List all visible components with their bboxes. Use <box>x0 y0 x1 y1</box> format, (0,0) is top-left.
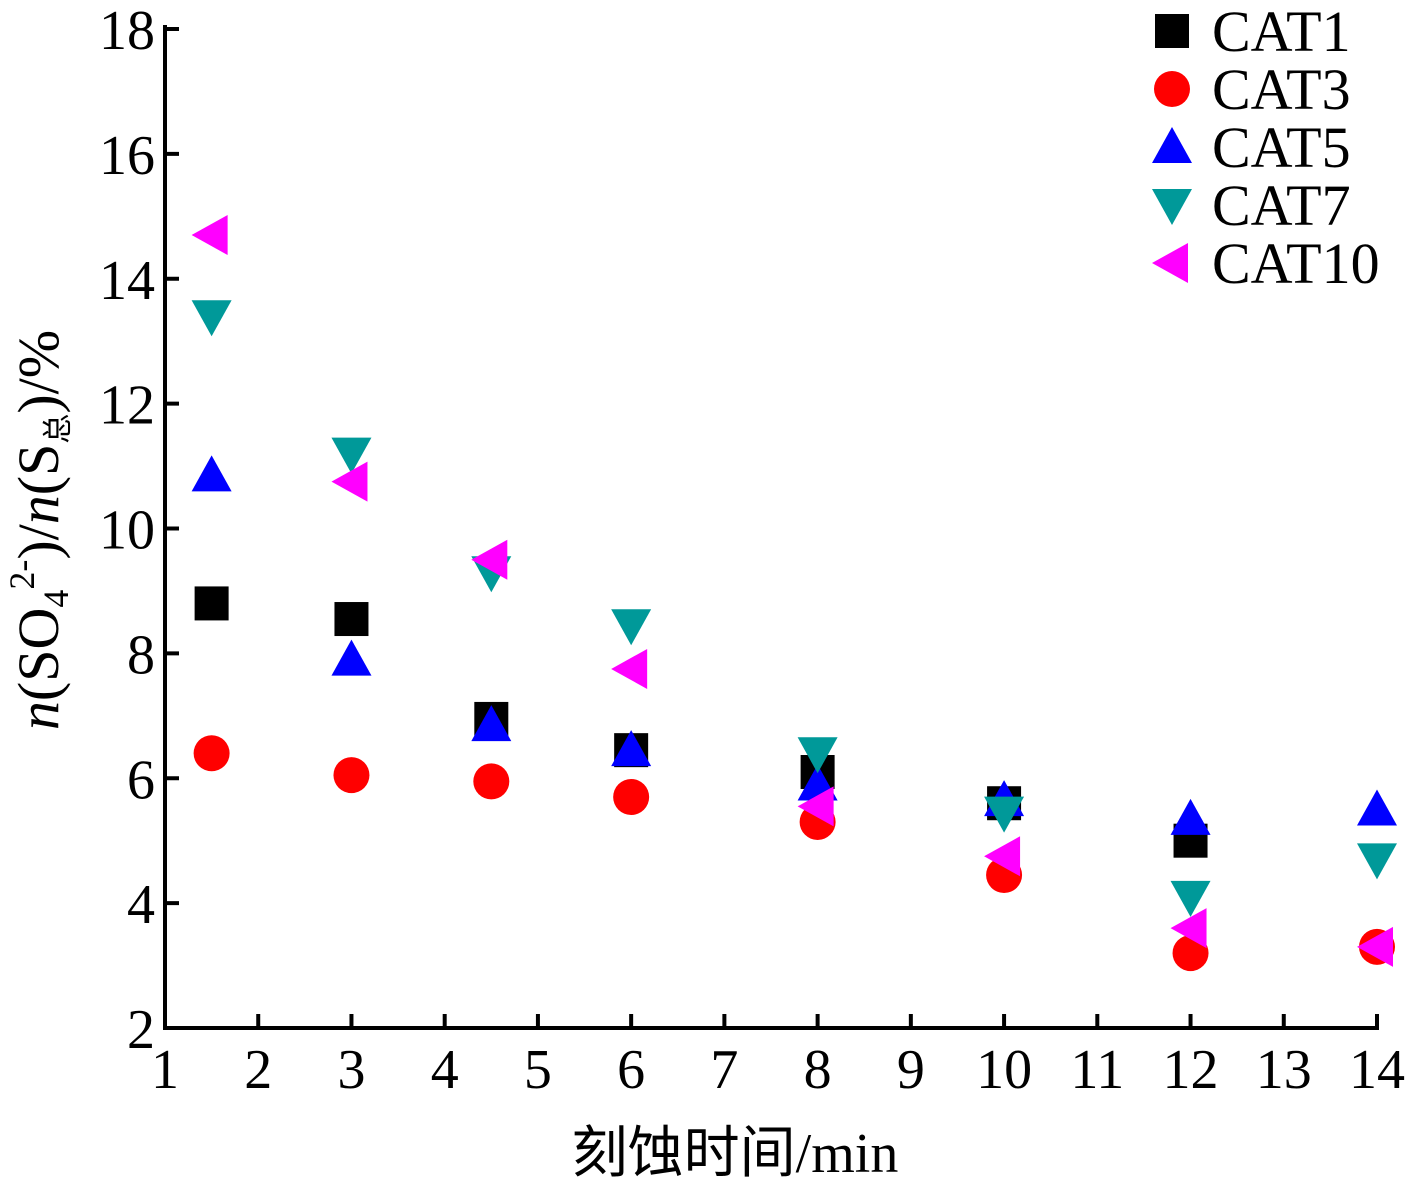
legend-marker-cat5 <box>1152 127 1192 163</box>
data-point-cat3 <box>193 735 230 772</box>
data-point-cat10 <box>611 648 648 689</box>
x-tick-label: 14 <box>1349 1039 1405 1101</box>
x-tick-label: 9 <box>897 1039 925 1101</box>
data-point-cat10 <box>1357 926 1393 967</box>
data-point-cat3 <box>613 778 650 815</box>
data-point-cat5 <box>1170 798 1211 835</box>
legend-label-cat5: CAT5 <box>1212 115 1351 180</box>
y-tick-label: 8 <box>127 624 155 686</box>
series-cat7 <box>191 300 1397 917</box>
y-tick-label: 14 <box>99 250 155 312</box>
data-point-cat10 <box>797 786 834 827</box>
y-tick-label: 18 <box>99 0 155 62</box>
y-tick-label: 4 <box>127 874 155 936</box>
series-cat5 <box>191 455 1397 835</box>
data-point-cat10 <box>984 836 1021 877</box>
data-point-cat5 <box>331 639 372 676</box>
x-tick-label: 12 <box>1163 1039 1219 1101</box>
data-point-cat7 <box>331 437 372 474</box>
data-point-cat3 <box>473 763 510 800</box>
series-cat3 <box>193 735 1395 972</box>
x-tick-label: 11 <box>1070 1039 1124 1101</box>
data-point-cat7 <box>191 300 232 337</box>
legend-marker-cat10 <box>1152 243 1188 283</box>
y-label-s: (S <box>6 444 71 496</box>
series-cat10 <box>191 215 1393 967</box>
data-point-cat7 <box>1357 843 1397 880</box>
x-tick-label: 5 <box>524 1039 552 1101</box>
y-label-n1: n <box>6 701 71 730</box>
y-label-so4: (SO <box>6 608 71 701</box>
y-label-close-pct: )/% <box>6 330 71 414</box>
x-tick-label: 3 <box>337 1039 365 1101</box>
y-tick-label: 12 <box>99 375 155 437</box>
data-point-cat7 <box>797 737 838 774</box>
legend-marker-cat3 <box>1154 71 1190 107</box>
data-point-cat10 <box>331 461 368 502</box>
data-point-cat5 <box>1357 789 1397 826</box>
y-label-sub-zong: 总 <box>42 414 75 444</box>
data-point-cat7 <box>984 796 1025 833</box>
x-tick-label: 7 <box>710 1039 738 1101</box>
data-point-cat1 <box>194 586 229 621</box>
y-label-sub4: 4 <box>36 590 76 608</box>
data-point-cat1 <box>334 602 369 637</box>
data-point-cat5 <box>191 455 232 492</box>
y-axis-label: n(SO42-)/n(S总)/% <box>2 330 76 730</box>
y-tick-label: 2 <box>127 999 155 1061</box>
x-tick-label: 10 <box>976 1039 1032 1101</box>
legend-marker-cat7 <box>1152 189 1192 225</box>
y-tick-label: 16 <box>99 125 155 187</box>
data-point-cat3 <box>333 757 370 794</box>
legend-marker-cat1 <box>1155 14 1189 48</box>
data-point-cat10 <box>471 539 508 580</box>
data-point-cat10 <box>191 215 228 256</box>
x-tick-label: 2 <box>244 1039 272 1101</box>
y-label-sup2: 2- <box>2 560 42 590</box>
x-tick-label: 1 <box>151 1039 179 1101</box>
y-tick-label: 6 <box>127 749 155 811</box>
x-tick-label: 8 <box>804 1039 832 1101</box>
legend-label-cat7: CAT7 <box>1212 173 1351 238</box>
data-point-cat10 <box>1170 908 1207 949</box>
x-tick-label: 13 <box>1256 1039 1312 1101</box>
legend-label-cat10: CAT10 <box>1212 231 1380 296</box>
data-point-cat7 <box>611 609 652 646</box>
legend-label-cat3: CAT3 <box>1212 57 1351 122</box>
y-label-n2: n <box>6 495 71 524</box>
y-tick-label: 10 <box>99 500 155 562</box>
legend-label-cat1: CAT1 <box>1212 0 1351 64</box>
data-point-cat5 <box>611 730 652 767</box>
x-tick-label: 6 <box>617 1039 645 1101</box>
y-label-close-slash: )/ <box>6 523 71 559</box>
plot-area <box>191 215 1397 972</box>
x-tick-label: 4 <box>431 1039 459 1101</box>
series-cat1 <box>194 586 1208 858</box>
data-point-cat7 <box>1170 880 1211 917</box>
x-axis-label: 刻蚀时间/min <box>572 1123 899 1181</box>
data-point-cat5 <box>471 705 512 742</box>
